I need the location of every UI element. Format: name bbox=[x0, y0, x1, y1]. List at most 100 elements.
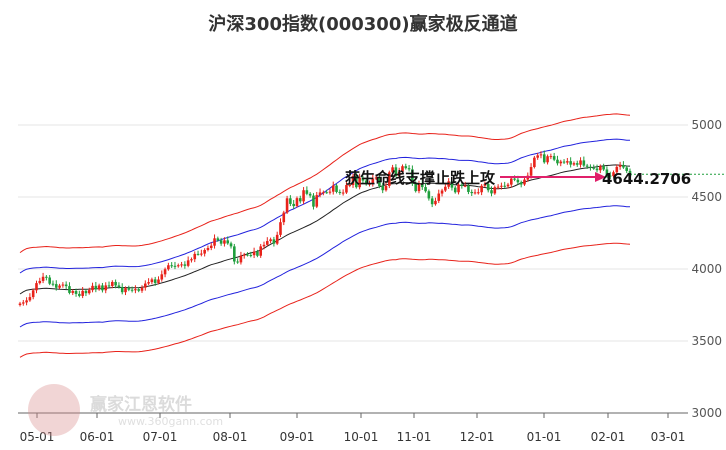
candle bbox=[424, 183, 427, 193]
candle bbox=[345, 181, 348, 194]
candle-body bbox=[51, 283, 55, 285]
candle-body bbox=[381, 186, 385, 191]
candle bbox=[61, 282, 65, 288]
candle bbox=[124, 286, 127, 296]
candle-body bbox=[312, 195, 315, 207]
candle bbox=[18, 301, 22, 307]
candle bbox=[486, 180, 490, 193]
candle-body bbox=[404, 166, 408, 169]
candle-body bbox=[134, 289, 137, 291]
candle-body bbox=[18, 303, 22, 305]
candle bbox=[153, 276, 157, 286]
annotation-arrow-head bbox=[595, 172, 606, 182]
candle bbox=[470, 189, 474, 196]
candle bbox=[259, 243, 263, 258]
candle bbox=[104, 282, 108, 294]
candle-body bbox=[117, 285, 121, 288]
candle bbox=[552, 152, 556, 162]
candle bbox=[173, 261, 177, 270]
candle-body bbox=[437, 193, 441, 201]
candle-body bbox=[417, 183, 421, 192]
candle-body bbox=[387, 172, 391, 186]
candle-body bbox=[292, 203, 295, 207]
candle bbox=[401, 164, 404, 175]
candle bbox=[490, 186, 493, 197]
candle-body bbox=[295, 198, 299, 207]
candle bbox=[282, 210, 286, 226]
candle bbox=[444, 184, 447, 192]
candle-body bbox=[378, 177, 381, 187]
candle-body bbox=[628, 170, 632, 177]
candle-body bbox=[572, 163, 576, 165]
candle bbox=[167, 262, 170, 271]
candle-body bbox=[582, 160, 586, 166]
candle-body bbox=[97, 285, 101, 290]
candle-body bbox=[318, 192, 322, 196]
candle-body bbox=[163, 269, 167, 275]
candle-body bbox=[480, 185, 483, 193]
candle-body bbox=[153, 279, 157, 283]
candle-body bbox=[460, 184, 464, 186]
candle bbox=[411, 165, 414, 186]
candle-body bbox=[35, 283, 38, 291]
candle bbox=[130, 286, 134, 293]
candle bbox=[74, 288, 78, 297]
candle bbox=[569, 157, 572, 168]
candle bbox=[404, 163, 408, 170]
candle bbox=[203, 248, 206, 257]
candle bbox=[84, 289, 88, 297]
candle-body bbox=[562, 161, 566, 163]
candle bbox=[549, 153, 553, 160]
candle-body bbox=[157, 279, 160, 283]
candle-body bbox=[529, 167, 533, 176]
candle-body bbox=[490, 190, 493, 194]
candle-body bbox=[173, 265, 177, 267]
candle-body bbox=[444, 186, 447, 191]
candle bbox=[457, 182, 460, 195]
candle-body bbox=[364, 180, 368, 185]
watermark-url: www.360gann.com bbox=[118, 415, 224, 428]
candle-body bbox=[605, 169, 609, 176]
candle bbox=[223, 237, 226, 247]
candle-body bbox=[566, 161, 569, 163]
candle bbox=[371, 174, 375, 187]
candle-body bbox=[585, 165, 589, 167]
candle-body bbox=[434, 200, 437, 205]
upper-outer-band bbox=[19, 113, 631, 254]
candle bbox=[437, 189, 441, 204]
candle-body bbox=[84, 290, 88, 294]
axes: 3000 3500 4000 4500 5000 05-01 06-01 07-01 08-01… bbox=[18, 118, 722, 444]
candle bbox=[163, 267, 167, 278]
candle bbox=[589, 164, 592, 171]
candle-body bbox=[486, 183, 490, 191]
x-tick-label: 12-01 bbox=[460, 430, 495, 444]
candle-body bbox=[559, 161, 563, 164]
candle-body bbox=[45, 276, 48, 278]
candle-body bbox=[328, 191, 332, 193]
candle bbox=[318, 188, 322, 198]
candle bbox=[592, 164, 596, 170]
candle-body bbox=[183, 264, 187, 266]
y-tick-label: 4000 bbox=[691, 262, 722, 276]
candle bbox=[35, 280, 38, 294]
candle bbox=[536, 152, 539, 160]
candle-body bbox=[262, 244, 266, 247]
candle bbox=[523, 177, 526, 186]
candle bbox=[252, 247, 256, 259]
candle-body bbox=[87, 290, 91, 294]
candle-body bbox=[160, 274, 164, 280]
candle-body bbox=[137, 289, 141, 291]
candle-body bbox=[608, 175, 612, 177]
x-tick-label: 11-01 bbox=[397, 430, 432, 444]
y-tick-label: 3500 bbox=[691, 334, 722, 348]
candle bbox=[226, 236, 230, 245]
candle-body bbox=[308, 193, 312, 196]
x-tick-label: 07-01 bbox=[143, 430, 178, 444]
candle-body bbox=[101, 285, 104, 291]
candle bbox=[289, 195, 292, 207]
candle-body bbox=[440, 190, 444, 194]
candle-body bbox=[190, 259, 193, 261]
upper-inner-band bbox=[19, 138, 631, 274]
candle bbox=[285, 195, 289, 214]
